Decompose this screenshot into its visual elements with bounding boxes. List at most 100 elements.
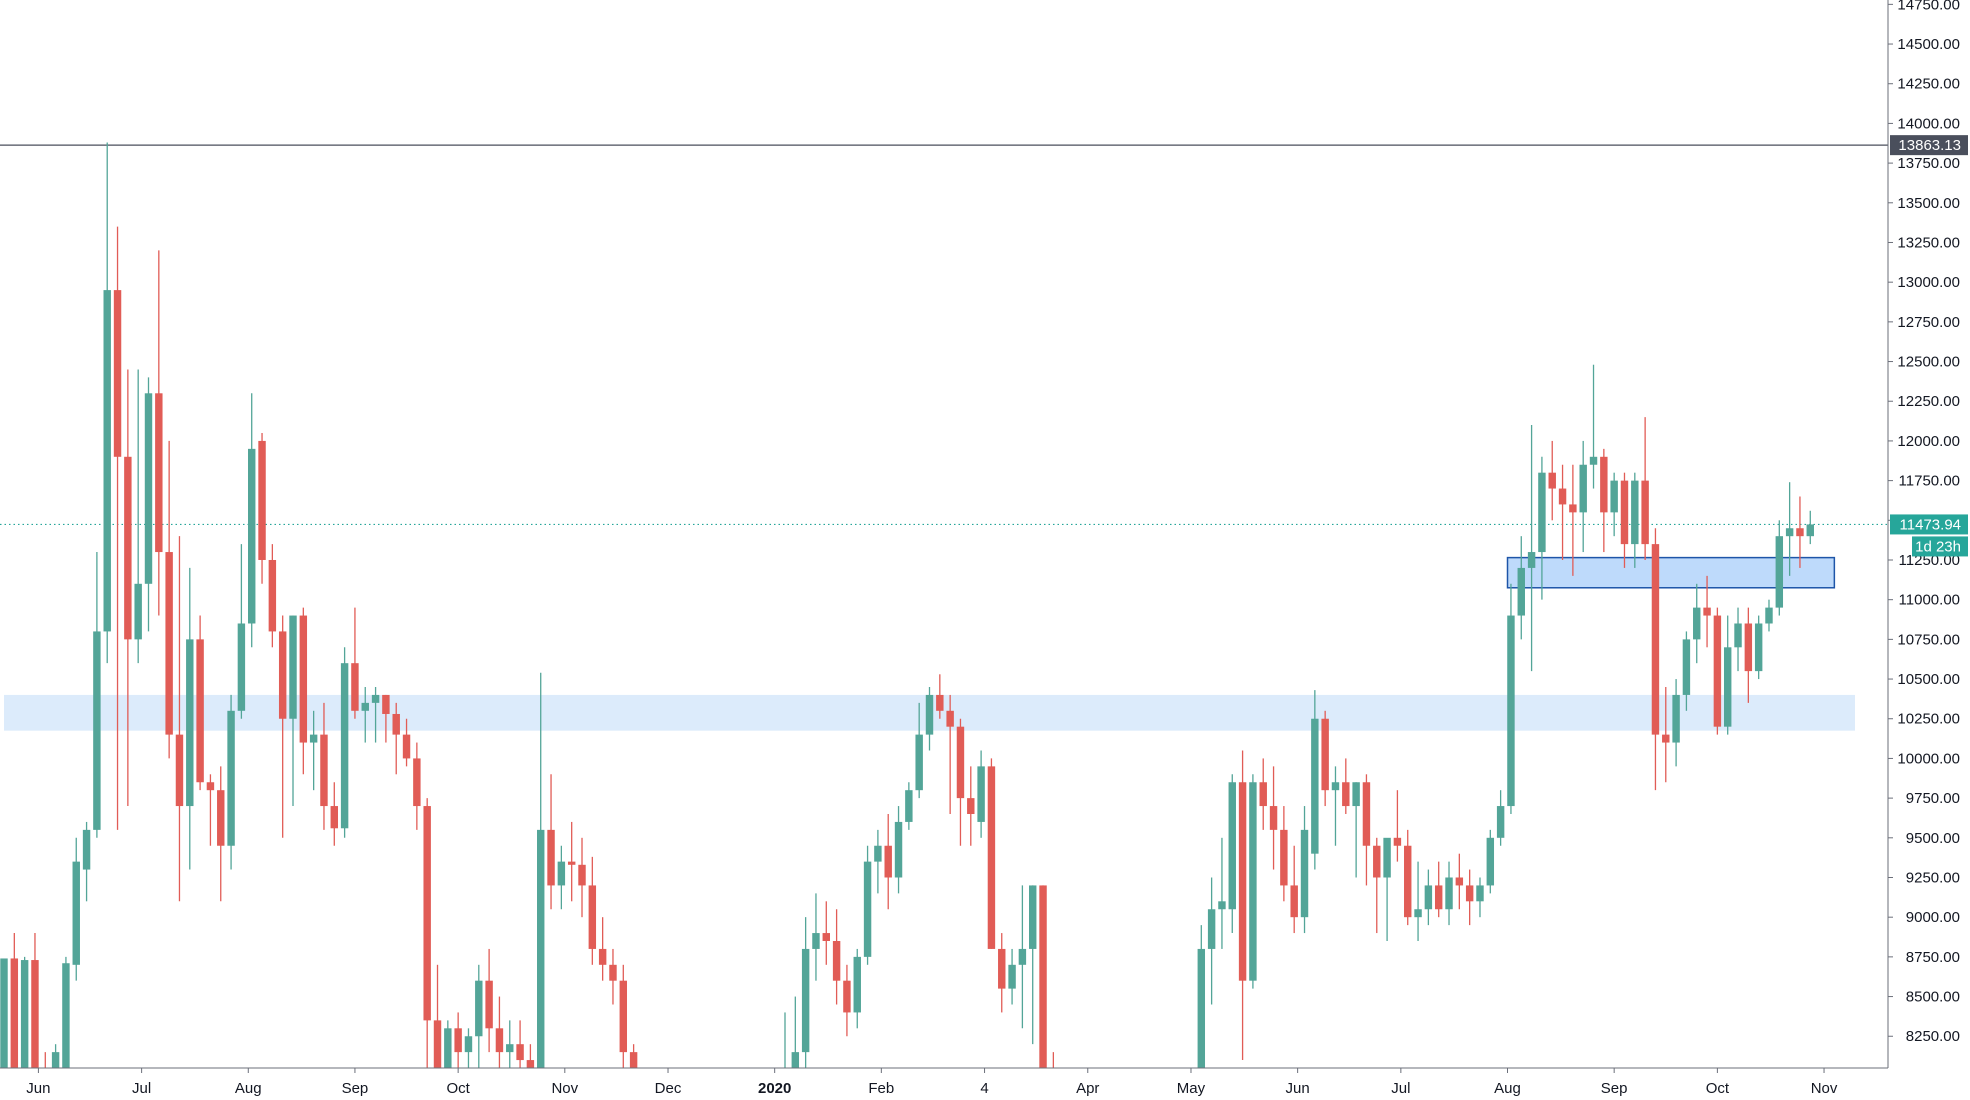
y-tick-label: 13000.00	[1897, 274, 1960, 291]
candle	[1445, 861, 1453, 926]
candle	[196, 615, 204, 791]
x-tick-label: Oct	[1706, 1080, 1730, 1097]
candle	[1352, 782, 1360, 878]
candle-body	[1445, 877, 1453, 910]
candle	[1218, 837, 1226, 949]
candle	[1300, 806, 1309, 934]
bar-countdown-tag	[1912, 536, 1968, 557]
candle-body	[1527, 552, 1536, 568]
candle-body	[413, 758, 421, 807]
candle	[1269, 766, 1278, 870]
candle-body	[278, 631, 287, 719]
candle-body	[884, 845, 892, 878]
candle-body	[987, 766, 996, 949]
candle	[1414, 861, 1422, 941]
x-tick-label: Jun	[26, 1080, 50, 1097]
candle	[433, 964, 442, 1068]
candle-body	[1465, 885, 1474, 902]
candle-body	[1713, 615, 1722, 727]
candle	[31, 933, 39, 1068]
candle	[822, 901, 831, 965]
candle-body	[1228, 782, 1236, 910]
x-tick-label: Jul	[1391, 1080, 1410, 1097]
x-tick-label: Aug	[235, 1080, 262, 1097]
candle-body	[1414, 909, 1422, 918]
last-price-tag	[1890, 514, 1968, 535]
candle	[10, 933, 19, 1068]
candle-body	[588, 885, 597, 949]
candle	[506, 1020, 514, 1068]
candle	[113, 226, 122, 830]
y-tick-label: 14750.00	[1897, 0, 1960, 13]
candle-body	[567, 861, 576, 865]
candle	[894, 806, 903, 894]
candle	[1538, 456, 1546, 600]
candle	[1579, 440, 1587, 553]
candle	[186, 567, 194, 870]
candle-body	[832, 940, 841, 981]
candle	[1362, 774, 1371, 886]
y-tick-label: 10250.00	[1897, 711, 1960, 728]
candle-body	[1548, 472, 1556, 489]
candle	[124, 369, 132, 807]
candle-body	[1373, 845, 1381, 878]
candle-body	[936, 694, 944, 711]
candle-body	[495, 1028, 504, 1053]
candle-body	[31, 960, 39, 1068]
candle-body	[103, 290, 111, 632]
bar-countdown-label: 1d 23h	[1915, 538, 1961, 555]
candle	[444, 1020, 452, 1068]
candle	[1476, 877, 1484, 918]
candle	[1197, 925, 1206, 1068]
candle-body	[186, 639, 194, 807]
candle-body	[1280, 829, 1288, 886]
candle	[51, 1044, 60, 1068]
candle-body	[113, 290, 122, 457]
candle-body	[1321, 718, 1329, 791]
candle-body	[1383, 837, 1391, 878]
candle	[402, 718, 411, 767]
candle	[863, 845, 872, 965]
candle-body	[351, 663, 359, 711]
candle-body	[1218, 901, 1226, 910]
candle-body	[1579, 464, 1587, 513]
candle-body	[82, 829, 91, 870]
candle-body	[1703, 607, 1711, 616]
candle-body	[371, 694, 380, 703]
candle-body	[516, 1044, 524, 1061]
x-tick-label: 4	[980, 1080, 988, 1097]
candle-body	[619, 980, 628, 1053]
candle	[1517, 536, 1525, 640]
candle	[619, 964, 628, 1068]
candle-body	[433, 1020, 442, 1068]
candle	[1008, 948, 1016, 1005]
candle	[351, 607, 359, 719]
candle	[309, 710, 318, 791]
candle-body	[791, 1052, 800, 1068]
candle	[578, 837, 586, 918]
candle	[82, 821, 91, 902]
candles	[0, 142, 1814, 1068]
candle-body	[598, 948, 607, 965]
candle	[330, 782, 339, 846]
candle-body	[1662, 734, 1670, 743]
x-tick-label: Apr	[1076, 1080, 1099, 1097]
candle	[1589, 364, 1598, 489]
candle-body	[51, 1052, 60, 1068]
price-tags: 13863.13 11473.94 1d 23h	[1890, 135, 1968, 557]
candle	[1620, 472, 1629, 568]
candle-body	[93, 631, 101, 830]
x-tick-label: Nov	[551, 1080, 578, 1097]
candle-body	[1311, 718, 1319, 854]
candle-body	[822, 933, 831, 941]
candle	[1600, 448, 1608, 553]
x-tick-label: May	[1177, 1080, 1206, 1097]
candle-body	[165, 552, 173, 735]
candle-body	[1672, 694, 1680, 743]
candle-body	[1558, 488, 1567, 505]
candle	[1404, 829, 1412, 926]
candle-body	[1610, 480, 1618, 513]
